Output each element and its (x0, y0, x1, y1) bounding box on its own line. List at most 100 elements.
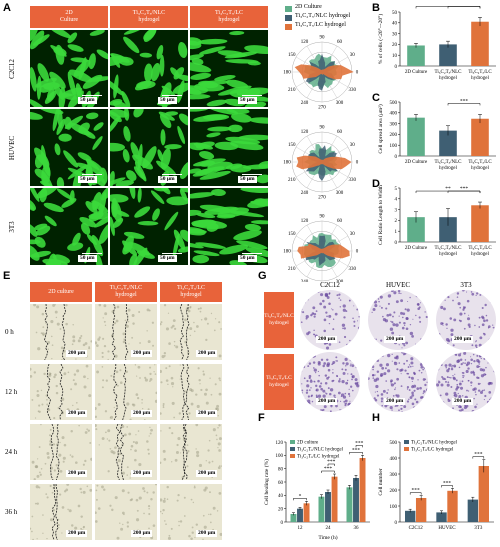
cell-speck (42, 514, 44, 516)
cell-shape (110, 142, 126, 152)
cell-speck (136, 509, 139, 512)
cell-shape (44, 90, 57, 104)
cell-speck (60, 346, 64, 350)
stained-cell (385, 380, 388, 382)
cell-shape (86, 234, 97, 246)
stained-cell (406, 388, 409, 390)
wound-edge (122, 364, 127, 420)
stained-cell (441, 375, 444, 378)
stained-cell (384, 404, 388, 408)
stained-cell (460, 363, 463, 366)
wound-edge (46, 364, 52, 420)
cell-speck (115, 319, 119, 323)
stained-cell (411, 380, 413, 383)
stained-cell (406, 385, 410, 389)
stained-cell (407, 300, 409, 303)
cell-shape (69, 190, 75, 204)
cell-shape (143, 30, 157, 41)
cell-speck (62, 456, 66, 460)
stained-cell (479, 391, 484, 395)
cell-shape (137, 143, 143, 170)
cell-speck (115, 370, 119, 374)
stained-cell (490, 355, 494, 359)
cell-speck (66, 484, 70, 486)
cell-speck (192, 501, 195, 504)
stained-cell (447, 339, 451, 343)
cell-speck (134, 364, 137, 366)
stained-cell (335, 374, 339, 377)
stained-cell (458, 366, 461, 369)
stained-cell (331, 363, 333, 366)
cell-speck (176, 443, 179, 447)
cell-speck (59, 328, 62, 330)
scratch-image: 200 μm (30, 364, 92, 420)
stained-cell (411, 393, 415, 397)
cell-shape (179, 188, 188, 201)
cell-speck (48, 373, 52, 377)
stained-cell (484, 303, 487, 307)
panel-e-row-label: 12 h (5, 388, 18, 396)
scratch-wound (160, 485, 222, 540)
cell-speck (121, 425, 125, 429)
stained-cell (405, 317, 409, 320)
y-tick-label: 0 (281, 521, 284, 526)
wound-edge (124, 304, 129, 360)
cell-shape (244, 223, 262, 231)
cell-speck (130, 448, 132, 451)
cell-speck (143, 512, 145, 515)
cell-speck (160, 381, 163, 384)
panel-label-c: C (372, 92, 380, 104)
stained-cell (479, 368, 483, 372)
wound-edge (115, 424, 121, 480)
cell-speck (146, 330, 148, 332)
cell-shape (52, 254, 70, 264)
cell-shape (30, 244, 40, 261)
stained-cell (418, 306, 421, 309)
cell-speck (82, 463, 85, 466)
stained-cell (413, 410, 417, 412)
stained-cell (458, 409, 462, 412)
cell-speck (198, 378, 201, 382)
cell-shape (110, 109, 129, 118)
stained-cell (462, 372, 465, 374)
x-tick-label: 24 (326, 526, 332, 531)
stained-cell (465, 369, 469, 374)
stained-cell (342, 304, 346, 308)
scale-bar-label: 50 μm (238, 176, 257, 183)
panel-a-column-header-line: Ti₃C₂Tₓ/NLC (132, 10, 166, 16)
cell-shape (193, 250, 220, 257)
cell-speck (112, 451, 116, 455)
stained-cell (324, 292, 329, 297)
cell-speck (216, 510, 219, 512)
stained-cell (352, 345, 355, 348)
stained-cell (454, 393, 458, 398)
stained-cell (419, 386, 422, 390)
stained-cell (324, 374, 328, 377)
panel-label-b: B (372, 2, 380, 14)
cell-speck (103, 344, 107, 348)
cell-speck (189, 306, 192, 309)
cell-speck (49, 484, 52, 488)
stained-cell (396, 368, 399, 371)
stained-cell (368, 342, 370, 344)
cell-shape (115, 180, 134, 186)
stained-cell (419, 293, 422, 296)
cell-speck (40, 468, 43, 470)
stained-cell (332, 369, 334, 371)
scale-bar-line (242, 174, 262, 175)
stained-cell (344, 408, 347, 411)
cell-shape (36, 225, 51, 236)
stained-cell (463, 352, 467, 355)
cell-speck (195, 424, 199, 427)
cell-speck (53, 469, 56, 472)
stained-cell (419, 352, 422, 354)
stained-cell (313, 313, 317, 316)
stained-cell (409, 377, 411, 379)
cell-speck (67, 508, 69, 511)
cell-speck (33, 478, 36, 480)
wound-edge (180, 364, 185, 420)
cell-speck (110, 374, 113, 377)
cell-shape (38, 109, 64, 115)
cell-speck (51, 491, 54, 494)
stained-cell (461, 408, 464, 412)
